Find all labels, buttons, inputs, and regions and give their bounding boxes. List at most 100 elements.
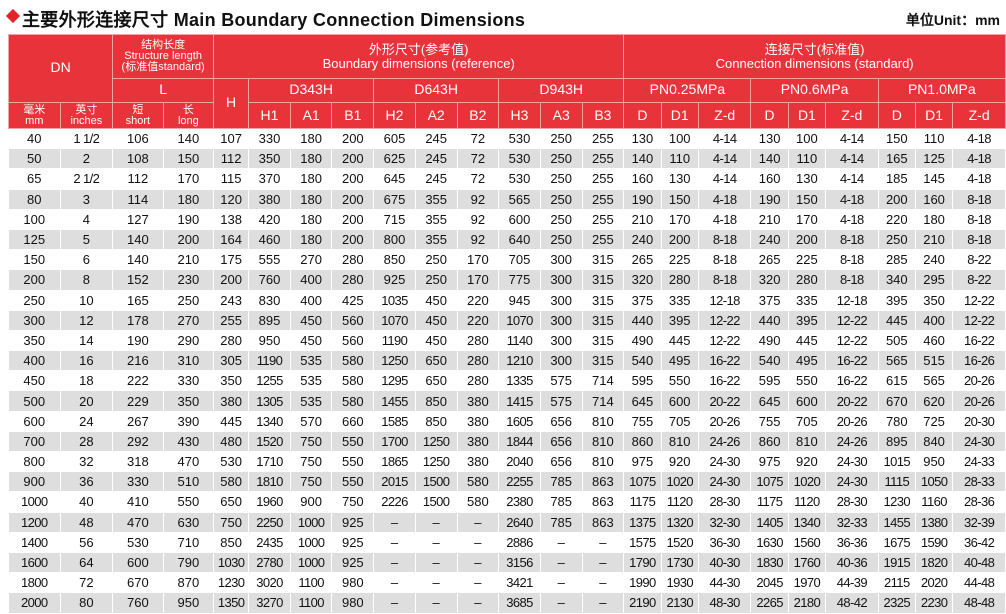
table-cell: 210 [162,249,215,271]
table-cell: 280 [456,329,500,352]
table-cell: 3156 [498,551,541,574]
table-cell: 12-22 [825,309,879,331]
table-cell: 200 [213,269,250,291]
table-cell: – [581,572,625,594]
table-cell: 810 [787,430,827,453]
table-cell: 92 [456,208,500,230]
table-cell: 315 [581,249,625,271]
table-cell: 750 [289,450,333,473]
title-bar: 主要外形连接尺寸 Main Boundary Connection Dimens… [0,0,1006,34]
table-cell: 450 [414,309,458,331]
table-cell: – [539,572,583,594]
table-cell: 850 [373,249,416,271]
table-row: 50 2 108 150 112 350 180 200 625 245 72 530 250 255 14… [8,148,1006,170]
table-cell: 200 [660,228,699,251]
table-cell: 440 [623,309,662,331]
table-cell: 2226 [373,491,416,513]
table-cell: 500 [8,390,61,412]
table-cell: 240 [623,228,662,251]
table-cell: 580 [331,370,375,392]
table-cell: 220 [877,208,916,230]
table-cell: 2045 [750,572,789,594]
table-cell: 450 [289,329,333,352]
table-cell: 430 [162,430,215,453]
table-row: 40 1 1/2 106 140 107 330 180 200 605 245 72 530 250 2… [8,127,1006,150]
table-cell: 229 [112,390,164,412]
table-cell: 510 [162,471,215,493]
table-cell: 4-18 [697,208,752,230]
table-cell: 1865 [373,450,416,473]
table-cell: 130 [660,168,699,190]
table-cell: 180 [162,188,215,210]
header-sub-d1: D1 [914,102,954,129]
table-cell: 900 [8,471,61,493]
table-cell: 72 [456,127,500,150]
header-connection-dimensions: 连接尺寸(标准值) Connection dimensions (standar… [623,34,1006,79]
table-cell: 100 [8,208,61,230]
header-sub-a1: A1 [289,102,333,129]
table-cell: 850 [213,531,250,553]
table-cell: 2015 [373,471,416,493]
header-sub-b2: B2 [456,102,500,129]
header-sub-a3: A3 [539,102,583,129]
table-cell: 2 1/2 [59,168,114,190]
table-cell: 200 [331,208,375,230]
table-cell: 28-30 [697,491,752,513]
table-cell: 380 [213,390,250,412]
table-cell: 355 [414,208,458,230]
table-cell: 3685 [498,592,541,614]
header-h: H [213,78,250,129]
table-cell: 1960 [248,491,291,513]
table-cell: 265 [750,249,789,271]
table-cell: 4-14 [825,148,879,170]
table-cell: 300 [539,289,583,311]
table-cell: 240 [750,228,789,251]
table-body: 40 1 1/2 106 140 107 330 180 200 605 245 72 530 250 2… [8,127,1006,614]
table-cell: 40 [59,491,114,513]
table-cell: 975 [750,450,789,473]
table-cell: 675 [373,188,416,210]
table-cell: 255 [581,127,625,150]
table-cell: 1295 [373,370,416,392]
table-cell: 32-30 [697,511,752,533]
table-cell: 1810 [248,471,291,493]
table-cell: 200 [787,228,827,251]
table-cell: 180 [289,127,333,150]
table-cell: 6 [59,249,114,271]
table-cell: 12-22 [697,309,752,331]
table-cell: 530 [213,450,250,473]
table-cell: 48-30 [697,592,752,614]
table-cell: 975 [623,450,662,473]
table-cell: 355 [414,188,458,210]
table-cell: 2000 [8,592,61,614]
table-cell: 1 1/2 [59,127,114,150]
table-cell: 710 [162,531,215,553]
dimensions-table: DN 结构长度 Structure length (标准值standard) 外… [7,34,1006,614]
table-cell: 550 [331,450,375,473]
header-d643h: D643H [373,78,500,103]
table-cell: 810 [581,450,625,473]
header-sub-zd: Z-d [825,102,879,129]
table-cell: 750 [213,511,250,533]
table-cell: 4-14 [697,148,752,170]
table-cell: 200 [331,148,375,170]
table-cell: 945 [498,289,541,311]
table-cell: 1015 [877,450,916,473]
table-cell: 4-14 [697,168,752,190]
table-cell: 920 [660,450,699,473]
table-row: 1000 40 410 550 650 1960 900 750 2226 1500 580 2380… [8,491,1006,513]
table-cell: – [456,572,500,594]
table-cell: 16-22 [825,370,879,392]
table-cell: 40 [8,127,61,150]
table-cell: – [581,531,625,553]
table-cell: 620 [914,390,954,412]
table-cell: 595 [750,370,789,392]
header-mm: 毫米 mm [8,102,61,129]
table-cell: 480 [213,430,250,453]
table-cell: 210 [750,208,789,230]
table-cell: – [414,572,458,594]
header-sub-b1: B1 [331,102,375,129]
table-cell: 460 [248,228,291,251]
table-cell: 180 [289,228,333,251]
table-cell: 315 [581,329,625,352]
